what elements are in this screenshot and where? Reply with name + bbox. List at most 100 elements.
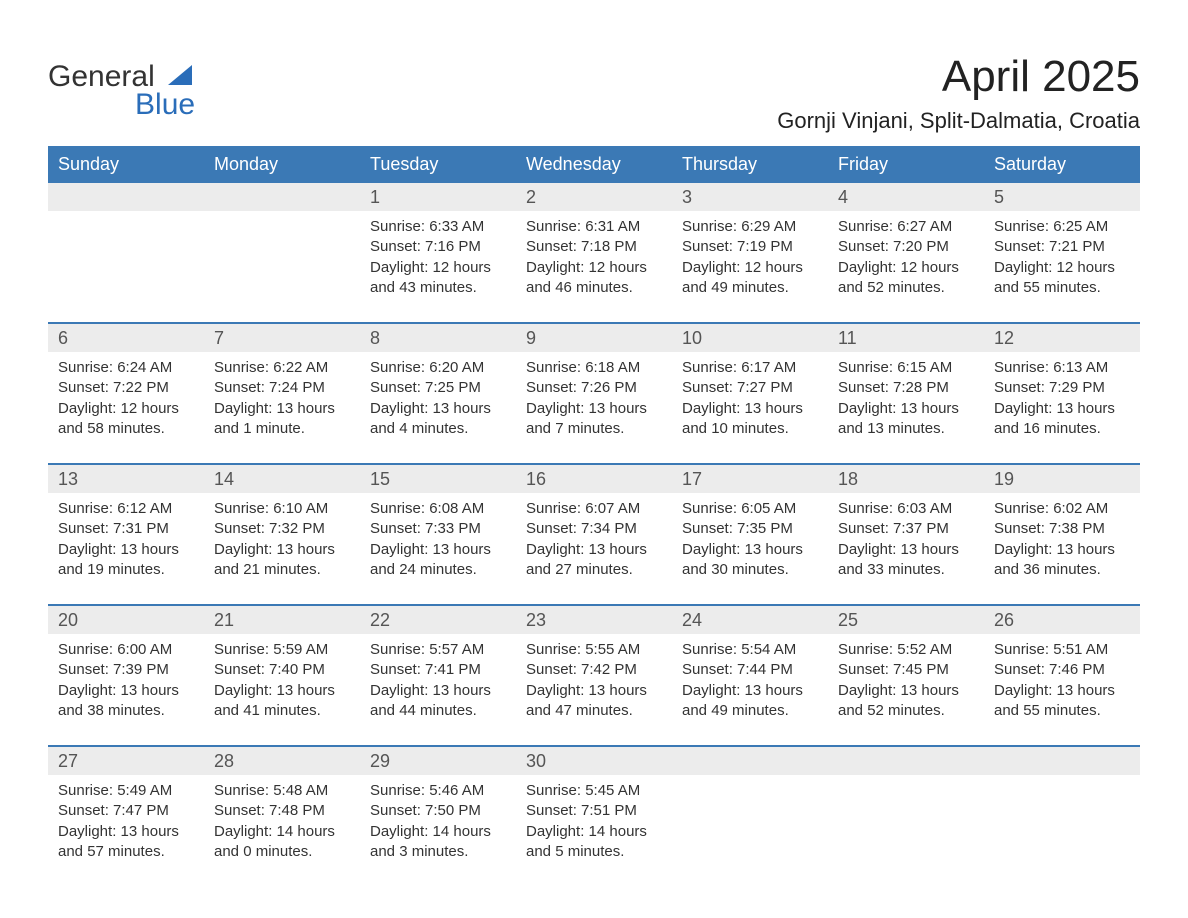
daylight-text: Daylight: 13 hours and 10 minutes. [682,399,818,440]
day-number: 3 [672,183,828,211]
sunset-text: Sunset: 7:16 PM [370,237,506,257]
sunset-text: Sunset: 7:33 PM [370,519,506,539]
day-cell: 18Sunrise: 6:03 AMSunset: 7:37 PMDayligh… [828,465,984,586]
day-number: 22 [360,606,516,634]
week-row: 20Sunrise: 6:00 AMSunset: 7:39 PMDayligh… [48,604,1140,727]
day-body: Sunrise: 5:52 AMSunset: 7:45 PMDaylight:… [828,634,984,721]
daylight-text: Daylight: 13 hours and 30 minutes. [682,540,818,581]
sunset-text: Sunset: 7:34 PM [526,519,662,539]
daylight-text: Daylight: 13 hours and 47 minutes. [526,681,662,722]
day-body: Sunrise: 6:02 AMSunset: 7:38 PMDaylight:… [984,493,1140,580]
day-body: Sunrise: 6:15 AMSunset: 7:28 PMDaylight:… [828,352,984,439]
day-body: Sunrise: 5:49 AMSunset: 7:47 PMDaylight:… [48,775,204,862]
week-row: 1Sunrise: 6:33 AMSunset: 7:16 PMDaylight… [48,183,1140,304]
day-cell: 2Sunrise: 6:31 AMSunset: 7:18 PMDaylight… [516,183,672,304]
sunrise-text: Sunrise: 6:31 AM [526,217,662,237]
day-body: Sunrise: 6:08 AMSunset: 7:33 PMDaylight:… [360,493,516,580]
day-body: Sunrise: 6:33 AMSunset: 7:16 PMDaylight:… [360,211,516,298]
weekday-label: Thursday [672,146,828,183]
daylight-text: Daylight: 13 hours and 13 minutes. [838,399,974,440]
sunset-text: Sunset: 7:39 PM [58,660,194,680]
day-body: Sunrise: 6:10 AMSunset: 7:32 PMDaylight:… [204,493,360,580]
sunset-text: Sunset: 7:46 PM [994,660,1130,680]
day-body: Sunrise: 5:55 AMSunset: 7:42 PMDaylight:… [516,634,672,721]
day-number: 20 [48,606,204,634]
sunset-text: Sunset: 7:35 PM [682,519,818,539]
daylight-text: Daylight: 13 hours and 49 minutes. [682,681,818,722]
day-cell: 5Sunrise: 6:25 AMSunset: 7:21 PMDaylight… [984,183,1140,304]
day-cell: 14Sunrise: 6:10 AMSunset: 7:32 PMDayligh… [204,465,360,586]
day-body: Sunrise: 5:57 AMSunset: 7:41 PMDaylight:… [360,634,516,721]
day-body: Sunrise: 6:22 AMSunset: 7:24 PMDaylight:… [204,352,360,439]
sunset-text: Sunset: 7:50 PM [370,801,506,821]
day-cell: 7Sunrise: 6:22 AMSunset: 7:24 PMDaylight… [204,324,360,445]
day-number [828,747,984,775]
day-body: Sunrise: 5:48 AMSunset: 7:48 PMDaylight:… [204,775,360,862]
sunrise-text: Sunrise: 5:59 AM [214,640,350,660]
title-location: Gornji Vinjani, Split-Dalmatia, Croatia [48,108,1140,134]
day-cell: 16Sunrise: 6:07 AMSunset: 7:34 PMDayligh… [516,465,672,586]
day-cell: 24Sunrise: 5:54 AMSunset: 7:44 PMDayligh… [672,606,828,727]
sunrise-text: Sunrise: 6:07 AM [526,499,662,519]
sunrise-text: Sunrise: 6:05 AM [682,499,818,519]
sunset-text: Sunset: 7:27 PM [682,378,818,398]
day-cell: 23Sunrise: 5:55 AMSunset: 7:42 PMDayligh… [516,606,672,727]
daylight-text: Daylight: 13 hours and 16 minutes. [994,399,1130,440]
logo: General Blue [48,60,195,122]
daylight-text: Daylight: 13 hours and 7 minutes. [526,399,662,440]
day-number [672,747,828,775]
sunset-text: Sunset: 7:47 PM [58,801,194,821]
title-month: April 2025 [48,52,1140,102]
day-cell: 28Sunrise: 5:48 AMSunset: 7:48 PMDayligh… [204,747,360,868]
day-body: Sunrise: 6:12 AMSunset: 7:31 PMDaylight:… [48,493,204,580]
sunrise-text: Sunrise: 6:12 AM [58,499,194,519]
day-cell: 8Sunrise: 6:20 AMSunset: 7:25 PMDaylight… [360,324,516,445]
sunrise-text: Sunrise: 6:27 AM [838,217,974,237]
day-cell [48,183,204,304]
day-number: 21 [204,606,360,634]
daylight-text: Daylight: 13 hours and 52 minutes. [838,681,974,722]
day-cell: 4Sunrise: 6:27 AMSunset: 7:20 PMDaylight… [828,183,984,304]
sunrise-text: Sunrise: 5:52 AM [838,640,974,660]
day-number [204,183,360,211]
day-cell [204,183,360,304]
sunset-text: Sunset: 7:32 PM [214,519,350,539]
day-body: Sunrise: 5:45 AMSunset: 7:51 PMDaylight:… [516,775,672,862]
daylight-text: Daylight: 13 hours and 44 minutes. [370,681,506,722]
week-row: 27Sunrise: 5:49 AMSunset: 7:47 PMDayligh… [48,745,1140,868]
week-row: 13Sunrise: 6:12 AMSunset: 7:31 PMDayligh… [48,463,1140,586]
day-cell [828,747,984,868]
day-cell: 25Sunrise: 5:52 AMSunset: 7:45 PMDayligh… [828,606,984,727]
daylight-text: Daylight: 13 hours and 38 minutes. [58,681,194,722]
sunrise-text: Sunrise: 5:48 AM [214,781,350,801]
day-number: 1 [360,183,516,211]
day-cell: 6Sunrise: 6:24 AMSunset: 7:22 PMDaylight… [48,324,204,445]
sunrise-text: Sunrise: 6:33 AM [370,217,506,237]
day-cell [984,747,1140,868]
day-number: 12 [984,324,1140,352]
day-cell: 10Sunrise: 6:17 AMSunset: 7:27 PMDayligh… [672,324,828,445]
sunset-text: Sunset: 7:42 PM [526,660,662,680]
sunset-text: Sunset: 7:51 PM [526,801,662,821]
daylight-text: Daylight: 14 hours and 3 minutes. [370,822,506,863]
sunset-text: Sunset: 7:24 PM [214,378,350,398]
day-body: Sunrise: 5:46 AMSunset: 7:50 PMDaylight:… [360,775,516,862]
daylight-text: Daylight: 12 hours and 58 minutes. [58,399,194,440]
sunset-text: Sunset: 7:44 PM [682,660,818,680]
sunrise-text: Sunrise: 6:20 AM [370,358,506,378]
daylight-text: Daylight: 13 hours and 55 minutes. [994,681,1130,722]
daylight-text: Daylight: 13 hours and 33 minutes. [838,540,974,581]
day-number: 26 [984,606,1140,634]
daylight-text: Daylight: 13 hours and 19 minutes. [58,540,194,581]
day-number: 7 [204,324,360,352]
day-number: 5 [984,183,1140,211]
sunrise-text: Sunrise: 6:00 AM [58,640,194,660]
sunrise-text: Sunrise: 5:46 AM [370,781,506,801]
day-body: Sunrise: 6:13 AMSunset: 7:29 PMDaylight:… [984,352,1140,439]
daylight-text: Daylight: 13 hours and 24 minutes. [370,540,506,581]
day-body: Sunrise: 5:54 AMSunset: 7:44 PMDaylight:… [672,634,828,721]
day-body: Sunrise: 6:20 AMSunset: 7:25 PMDaylight:… [360,352,516,439]
sunset-text: Sunset: 7:38 PM [994,519,1130,539]
day-cell: 9Sunrise: 6:18 AMSunset: 7:26 PMDaylight… [516,324,672,445]
sunset-text: Sunset: 7:37 PM [838,519,974,539]
